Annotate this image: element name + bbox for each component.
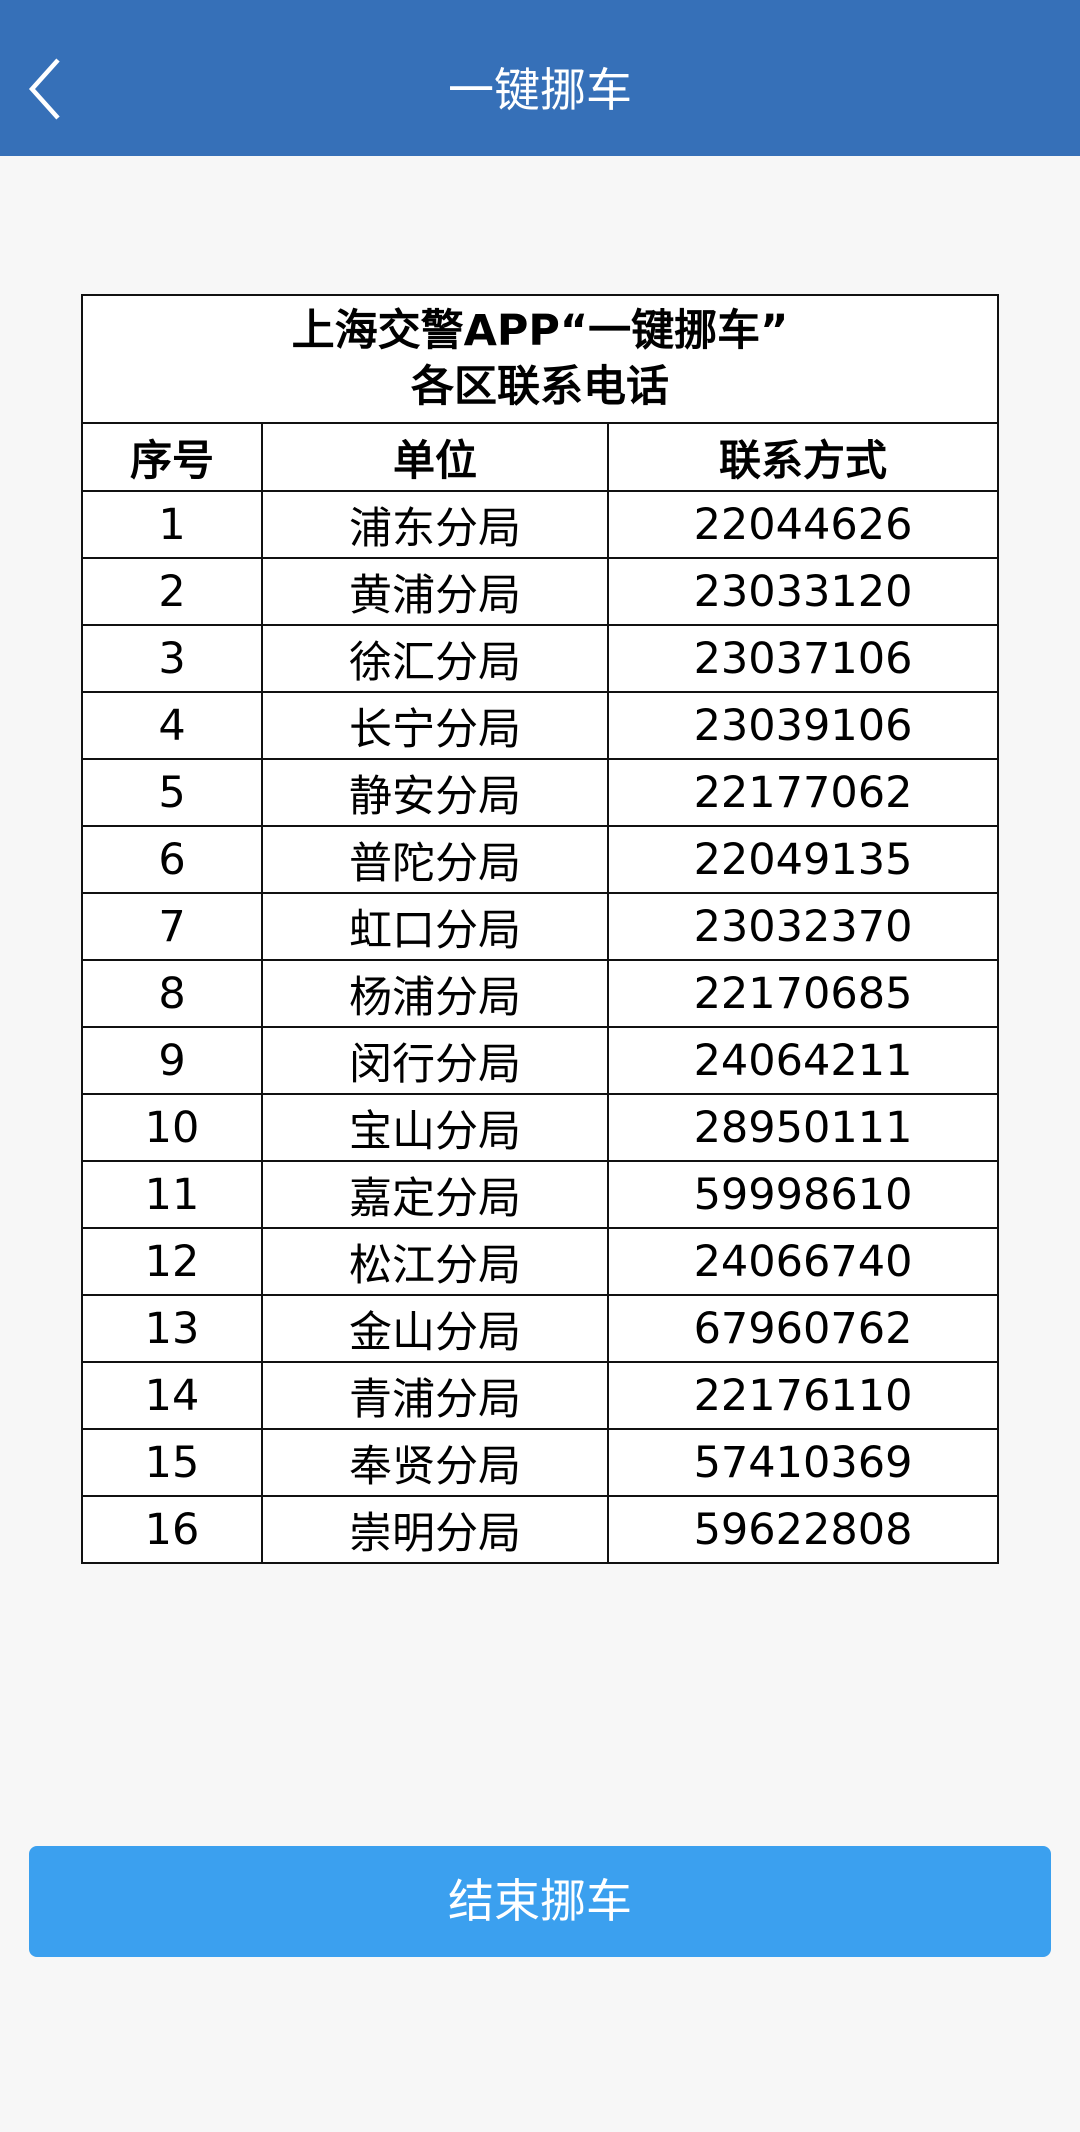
unit-cell: 奉贤分局 — [261, 1428, 609, 1497]
table-row: 10 宝山分局 28950111 — [81, 1093, 999, 1162]
unit-cell: 静安分局 — [261, 758, 609, 827]
phone-cell: 22044626 — [607, 490, 999, 559]
table-row: 6 普陀分局 22049135 — [81, 825, 999, 894]
table-row: 15 奉贤分局 57410369 — [81, 1428, 999, 1497]
table-row: 5 静安分局 22177062 — [81, 758, 999, 827]
table-row: 4 长宁分局 23039106 — [81, 691, 999, 760]
phone-cell: 28950111 — [607, 1093, 999, 1162]
chevron-left-icon — [28, 58, 60, 120]
unit-cell: 虹口分局 — [261, 892, 609, 961]
phone-cell: 23032370 — [607, 892, 999, 961]
unit-cell: 长宁分局 — [261, 691, 609, 760]
table-title-line2: 各区联系电话 — [411, 362, 669, 412]
index-cell: 4 — [81, 691, 263, 760]
phone-cell: 23039106 — [607, 691, 999, 760]
phone-cell: 67960762 — [607, 1294, 999, 1363]
table-row: 3 徐汇分局 23037106 — [81, 624, 999, 693]
unit-cell: 杨浦分局 — [261, 959, 609, 1028]
unit-cell: 嘉定分局 — [261, 1160, 609, 1229]
phone-cell: 24064211 — [607, 1026, 999, 1095]
phone-cell: 23037106 — [607, 624, 999, 693]
unit-cell: 浦东分局 — [261, 490, 609, 559]
index-cell: 7 — [81, 892, 263, 961]
table-title-line1: 上海交警APP“一键挪车” — [291, 306, 789, 356]
index-cell: 16 — [81, 1495, 263, 1564]
phone-cell: 22170685 — [607, 959, 999, 1028]
index-cell: 12 — [81, 1227, 263, 1296]
index-cell: 5 — [81, 758, 263, 827]
table-row: 2 黄浦分局 23033120 — [81, 557, 999, 626]
column-header-index: 序号 — [81, 422, 263, 492]
column-header-unit: 单位 — [261, 422, 609, 492]
page-title: 一键挪车 — [448, 63, 632, 117]
index-cell: 8 — [81, 959, 263, 1028]
phone-cell: 22176110 — [607, 1361, 999, 1430]
phone-cell: 59998610 — [607, 1160, 999, 1229]
table-row: 8 杨浦分局 22170685 — [81, 959, 999, 1028]
index-cell: 2 — [81, 557, 263, 626]
unit-cell: 松江分局 — [261, 1227, 609, 1296]
table-row: 13 金山分局 67960762 — [81, 1294, 999, 1363]
index-cell: 13 — [81, 1294, 263, 1363]
table-row: 11 嘉定分局 59998610 — [81, 1160, 999, 1229]
index-cell: 10 — [81, 1093, 263, 1162]
unit-cell: 徐汇分局 — [261, 624, 609, 693]
index-cell: 9 — [81, 1026, 263, 1095]
table-header: 序号 单位 联系方式 — [81, 422, 999, 492]
unit-cell: 闵行分局 — [261, 1026, 609, 1095]
column-header-contact: 联系方式 — [607, 422, 999, 492]
table-row: 1 浦东分局 22044626 — [81, 490, 999, 559]
end-move-car-button[interactable]: 结束挪车 — [29, 1846, 1051, 1957]
unit-cell: 青浦分局 — [261, 1361, 609, 1430]
table-row: 7 虹口分局 23032370 — [81, 892, 999, 961]
unit-cell: 宝山分局 — [261, 1093, 609, 1162]
phone-cell: 22049135 — [607, 825, 999, 894]
contact-table: 上海交警APP“一键挪车” 各区联系电话 序号 单位 联系方式 1 浦东分局 220… — [81, 294, 999, 1564]
phone-cell: 59622808 — [607, 1495, 999, 1564]
top-bar: 一键挪车 — [0, 0, 1080, 156]
unit-cell: 金山分局 — [261, 1294, 609, 1363]
unit-cell: 黄浦分局 — [261, 557, 609, 626]
index-cell: 15 — [81, 1428, 263, 1497]
phone-cell: 22177062 — [607, 758, 999, 827]
table-row: 9 闵行分局 24064211 — [81, 1026, 999, 1095]
index-cell: 3 — [81, 624, 263, 693]
index-cell: 1 — [81, 490, 263, 559]
table-caption: 上海交警APP“一键挪车” 各区联系电话 — [81, 294, 999, 424]
table-row: 14 青浦分局 22176110 — [81, 1361, 999, 1430]
back-button[interactable] — [22, 52, 72, 122]
table-row: 16 崇明分局 59622808 — [81, 1495, 999, 1564]
index-cell: 14 — [81, 1361, 263, 1430]
unit-cell: 普陀分局 — [261, 825, 609, 894]
index-cell: 11 — [81, 1160, 263, 1229]
phone-cell: 23033120 — [607, 557, 999, 626]
table-row: 12 松江分局 24066740 — [81, 1227, 999, 1296]
unit-cell: 崇明分局 — [261, 1495, 609, 1564]
phone-cell: 24066740 — [607, 1227, 999, 1296]
index-cell: 6 — [81, 825, 263, 894]
phone-cell: 57410369 — [607, 1428, 999, 1497]
